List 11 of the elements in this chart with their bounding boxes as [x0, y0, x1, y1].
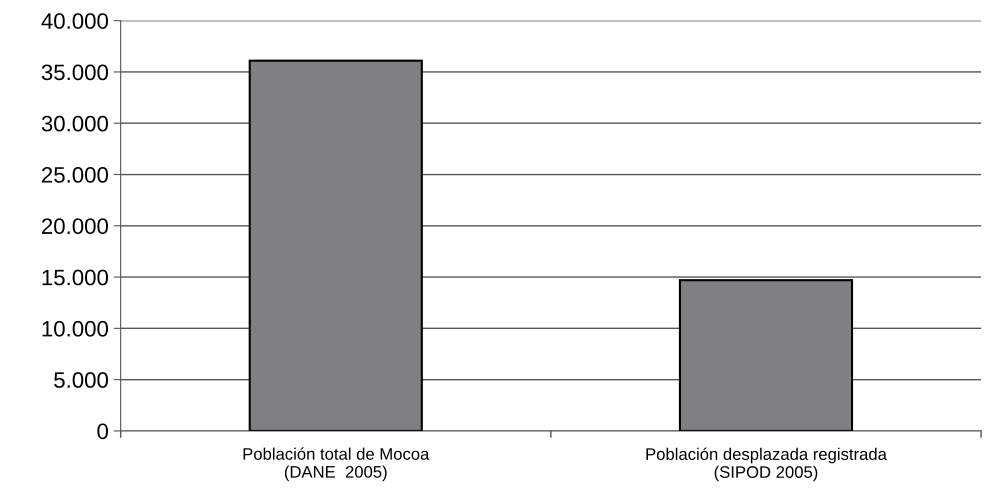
y-tick-label: 35.000: [42, 64, 108, 80]
x-tick-label: Población desplazada registrada (SIPOD 2005): [646, 448, 887, 482]
y-tick-label: 20.000: [42, 218, 108, 234]
y-tick-label: 10.000: [42, 320, 108, 337]
x-tick-label: Población total de Mocoa (DANE 2005): [244, 447, 430, 482]
y-tick-label: 5.000: [54, 372, 108, 388]
y-tick-label: 25.000: [42, 167, 108, 183]
y-tick-label: 0: [97, 423, 108, 440]
y-tick-label: 15.000: [42, 270, 108, 286]
y-tick-label: 30.000: [42, 116, 108, 132]
y-tick-label: 40.000: [41, 13, 108, 29]
